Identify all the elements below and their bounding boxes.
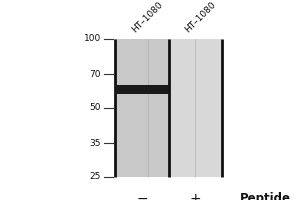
- FancyBboxPatch shape: [116, 85, 169, 94]
- Text: HT–1080: HT–1080: [183, 0, 217, 35]
- Text: 25: 25: [90, 172, 101, 181]
- Text: 70: 70: [89, 70, 101, 79]
- Text: 35: 35: [89, 139, 101, 148]
- Text: HT–1080: HT–1080: [130, 0, 164, 35]
- FancyBboxPatch shape: [116, 39, 169, 177]
- Text: 50: 50: [89, 103, 101, 112]
- Text: −: −: [136, 192, 148, 200]
- Text: 100: 100: [84, 34, 101, 43]
- Text: +: +: [190, 192, 201, 200]
- Text: Peptide: Peptide: [240, 192, 291, 200]
- FancyBboxPatch shape: [169, 39, 222, 177]
